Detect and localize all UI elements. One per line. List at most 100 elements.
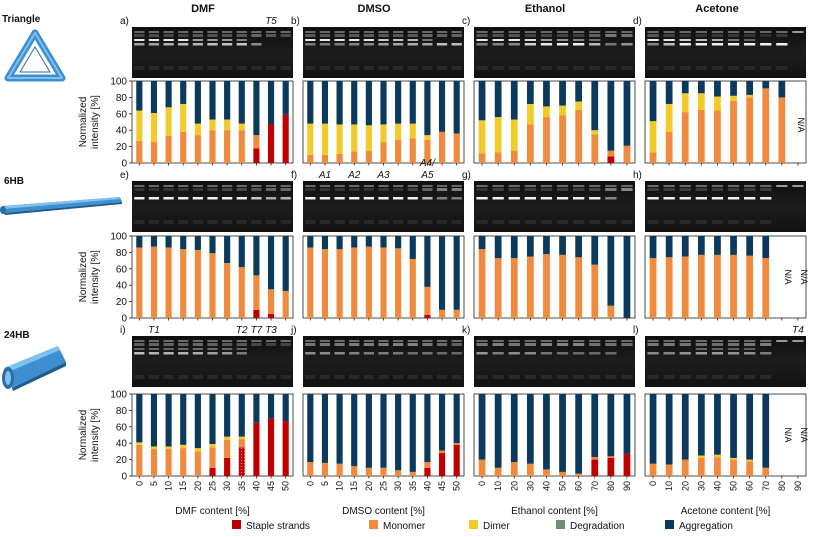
gel-band-monomer (711, 352, 724, 355)
gel-band-monomer (679, 43, 691, 46)
gel-band-aggregate (679, 343, 691, 346)
gel-well (349, 31, 360, 33)
gel-band-aggregate (508, 34, 520, 37)
gel-band-monomer (207, 352, 218, 355)
gel-band-aggregate (251, 343, 262, 346)
bar-segment-aggregation (730, 394, 737, 458)
gel-well (647, 340, 659, 342)
gel-sample-annotation: A4/ (419, 158, 436, 169)
gel-band-staples (492, 66, 504, 70)
gel-image-j (303, 336, 464, 387)
gel-band-monomer (711, 43, 724, 46)
gel-band-aggregate (476, 188, 488, 191)
bar-segment-monomer (209, 447, 216, 468)
gel-band-aggregate (236, 343, 247, 346)
gel-band-monomer (236, 43, 247, 46)
bar-segment-monomer (165, 135, 172, 163)
gel-band-dimer (422, 39, 433, 41)
gel-band-staples (589, 375, 601, 379)
gel-well (378, 185, 389, 187)
gel-band-aggregate (621, 188, 633, 191)
gel-band-staples (163, 66, 174, 70)
panel-a: a) 0 20 40 60 80 100 Normalized intensity [%] (78, 16, 294, 170)
gel-band-staples (573, 375, 585, 379)
bar-segment-aggregation (591, 236, 599, 265)
gel-band-staples (422, 66, 433, 70)
gel-image-b (303, 27, 464, 78)
bar-segment-staple-strands (253, 148, 260, 163)
gel-band-staples (207, 66, 218, 70)
gel-well (540, 185, 553, 187)
bar-segment-dimer (697, 93, 705, 110)
gel-band-staples (605, 375, 617, 379)
gel-well (621, 31, 633, 33)
twenty-four-helix-bundle-icon (2, 346, 66, 391)
gel-band-dimer (695, 39, 707, 41)
gel-band-staples (540, 375, 553, 379)
gel-band-monomer (451, 43, 462, 46)
gel-band-monomer (422, 43, 433, 46)
bar-segment-aggregation (424, 394, 431, 463)
gel-band-staples (148, 66, 160, 70)
gel-well (207, 340, 218, 342)
gel-well (334, 185, 345, 187)
gel-band-aggregate (319, 188, 331, 191)
gel-well (134, 185, 145, 187)
gel-band-aggregate (744, 343, 756, 346)
not-available-label: N/A (799, 269, 809, 284)
x-tick-label: 0 (134, 481, 144, 486)
gel-band-staples (305, 66, 316, 70)
bar-segment-aggregation (623, 236, 631, 318)
gel-image-g (474, 181, 635, 232)
gel-band-staples (760, 375, 772, 379)
bar-segment-aggregation (395, 394, 402, 471)
bar-segment-staple-strands (267, 124, 275, 163)
gel-band-aggregate (222, 188, 233, 191)
gel-band-monomer (236, 197, 247, 200)
gel-band-staples (492, 375, 504, 379)
gel-band-monomer (508, 352, 520, 355)
gel-well (236, 31, 247, 33)
y-tick-label: 100 (110, 77, 127, 88)
y-tick-label: 0 (121, 159, 127, 170)
bar-segment-dimer (224, 436, 231, 440)
gel-band-dimer (492, 39, 504, 41)
gel-band-aggregate (349, 343, 360, 346)
gel-band-staples (605, 66, 617, 70)
x-tick-label: 50 (281, 481, 291, 491)
gel-well (305, 31, 316, 33)
gel-band-staples (319, 375, 331, 379)
gel-well (363, 31, 374, 33)
gel-band-dimer (148, 39, 160, 41)
x-tick-label: 35 (408, 481, 418, 491)
gel-band-staples (265, 220, 277, 224)
gel-band-aggregate (305, 343, 316, 346)
gel-well (451, 185, 462, 187)
bar-segment-aggregation (194, 81, 201, 124)
gel-band-aggregate (589, 188, 601, 191)
bar-segment-aggregation (575, 236, 583, 258)
bar-segment-dimer (238, 123, 245, 131)
gel-band-monomer (540, 43, 553, 46)
bar-segment-aggregation (697, 394, 705, 456)
gel-band-aggregate (134, 34, 145, 37)
gel-band-monomer (207, 43, 218, 46)
gel-well (760, 31, 772, 33)
gel-band-monomer (134, 43, 145, 46)
gel-band-aggregate (436, 343, 448, 346)
gel-band-aggregate (492, 343, 504, 346)
gel-band-staples (556, 220, 569, 224)
gel-band-aggregate (265, 343, 277, 346)
gel-well (605, 185, 617, 187)
bar-segment-monomer (697, 254, 705, 318)
bar-segment-monomer (762, 258, 770, 318)
gel-band-monomer (524, 43, 536, 46)
gel-band-staples (727, 220, 740, 224)
gel-band-aggregate (573, 188, 585, 191)
gel-band-monomer (760, 43, 772, 46)
bar-segment-monomer (730, 254, 737, 318)
x-tick-label: 30 (393, 481, 403, 491)
gel-band-monomer (192, 197, 203, 200)
bar-segment-aggregation (267, 81, 275, 125)
bar-segment-aggregation (762, 81, 770, 89)
